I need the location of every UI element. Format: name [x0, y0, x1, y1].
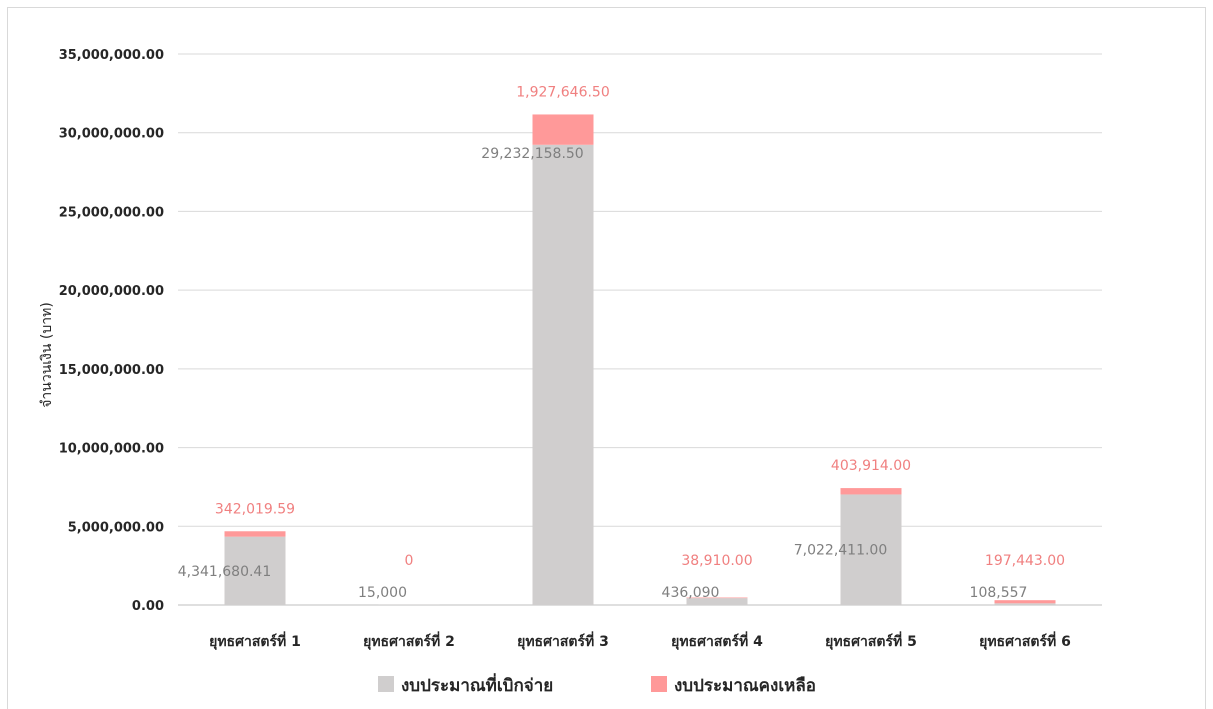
bar-used — [686, 598, 748, 605]
legend-entry: งบประมาณที่เบิกจ่าย — [401, 673, 553, 696]
bar-used — [224, 536, 286, 605]
x-category-label: ยุทธศาสตร์ที่ 1 — [209, 631, 301, 650]
gridlines — [178, 53, 1102, 606]
bar-remaining — [994, 600, 1056, 604]
data-label-used: 108,557 — [970, 585, 1028, 601]
x-category-label: ยุทธศาสตร์ที่ 4 — [671, 631, 763, 650]
chart-frame — [7, 7, 1206, 709]
bar-remaining — [532, 114, 594, 145]
data-label-used: 4,341,680.41 — [178, 564, 272, 580]
data-labels: 4,341,680.41 342,019.59 15,000 0 29,232,158.… — [178, 84, 1065, 601]
bars — [224, 114, 1056, 605]
data-label-remaining: 38,910.00 — [681, 553, 752, 569]
data-label-remaining: 1,927,646.50 — [516, 84, 610, 100]
legend-swatch — [378, 676, 394, 692]
data-label-used: 436,090 — [662, 585, 720, 601]
bar-used — [994, 603, 1056, 605]
legend-entry: งบประมาณคงเหลือ — [674, 675, 816, 696]
y-tick-label: 20,000,000.00 — [59, 284, 164, 299]
data-label-remaining: 403,914.00 — [831, 458, 911, 474]
x-category-label: ยุทธศาสตร์ที่ 3 — [517, 631, 609, 650]
bar-used — [532, 144, 594, 605]
y-tick-label: 0.00 — [132, 599, 164, 614]
y-tick-label: 5,000,000.00 — [68, 520, 164, 535]
x-category-label: ยุทธศาสตร์ที่ 6 — [979, 631, 1071, 650]
data-label-remaining: 197,443.00 — [985, 553, 1065, 569]
data-label-used: 29,232,158.50 — [481, 146, 583, 162]
x-category-label: ยุทธศาสตร์ที่ 2 — [363, 631, 455, 650]
y-tick-label: 15,000,000.00 — [59, 363, 164, 378]
y-tick-label: 25,000,000.00 — [59, 205, 164, 220]
bar-used — [840, 494, 902, 605]
data-label-used: 15,000 — [358, 585, 407, 601]
bar-remaining — [686, 597, 748, 599]
legend-swatch — [651, 676, 667, 692]
y-axis-ticks: 0.00 5,000,000.00 10,000,000.00 15,000,000.… — [59, 48, 164, 614]
legend: งบประมาณที่เบิกจ่าย งบประมาณคงเหลือ — [378, 673, 816, 696]
y-axis-label: จำนวนเงิน (บาท) — [39, 302, 55, 408]
data-label-remaining: 0 — [405, 553, 414, 569]
y-tick-label: 10,000,000.00 — [59, 442, 164, 457]
y-tick-label: 35,000,000.00 — [59, 48, 164, 63]
bar-remaining — [840, 488, 902, 495]
data-label-remaining: 342,019.59 — [215, 501, 295, 517]
x-axis-categories: ยุทธศาสตร์ที่ 1 ยุทธศาสตร์ที่ 2 ยุทธศาสตร์… — [209, 631, 1071, 650]
bar-remaining — [224, 531, 286, 537]
y-tick-label: 30,000,000.00 — [59, 127, 164, 142]
x-category-label: ยุทธศาสตร์ที่ 5 — [825, 631, 917, 650]
data-label-used: 7,022,411.00 — [794, 543, 888, 559]
